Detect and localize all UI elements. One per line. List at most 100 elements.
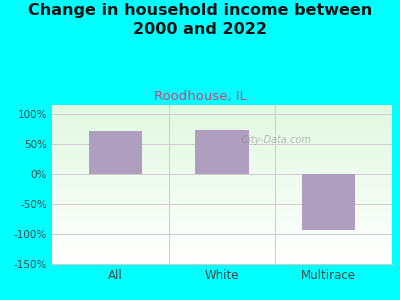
Bar <box>52 164 392 165</box>
Bar <box>52 240 392 242</box>
Bar <box>52 165 392 167</box>
Bar <box>52 236 392 237</box>
Bar <box>52 188 392 189</box>
Bar <box>52 245 392 247</box>
Bar <box>52 194 392 196</box>
Bar <box>302 174 355 230</box>
Bar <box>52 170 392 172</box>
Bar <box>52 140 392 142</box>
Bar <box>52 127 392 129</box>
Bar <box>52 191 392 193</box>
Bar <box>52 119 392 121</box>
Bar <box>52 247 392 248</box>
Bar <box>52 145 392 146</box>
Bar <box>52 213 392 215</box>
Bar <box>52 180 392 181</box>
Text: Change in household income between
2000 and 2022: Change in household income between 2000 … <box>28 3 372 37</box>
Bar <box>52 173 392 175</box>
Bar <box>52 237 392 238</box>
Bar <box>52 207 392 208</box>
Bar <box>52 169 392 170</box>
Bar <box>52 156 392 158</box>
Bar <box>52 221 392 223</box>
Text: City-Data.com: City-Data.com <box>235 135 311 145</box>
Bar <box>52 143 392 145</box>
Bar <box>52 248 392 250</box>
Text: Roodhouse, IL: Roodhouse, IL <box>154 90 246 103</box>
Bar <box>52 178 392 180</box>
Bar <box>52 105 392 106</box>
Bar <box>52 111 392 113</box>
Bar <box>52 122 392 124</box>
Bar <box>52 118 392 119</box>
Bar <box>52 204 392 205</box>
Bar <box>52 121 392 122</box>
Bar <box>52 242 392 243</box>
Bar <box>52 108 392 110</box>
Bar <box>52 124 392 126</box>
Bar <box>52 126 392 127</box>
Bar <box>52 259 392 261</box>
Bar <box>52 261 392 262</box>
Bar <box>52 130 392 132</box>
Bar <box>52 158 392 159</box>
Bar <box>52 137 392 138</box>
Bar <box>52 134 392 135</box>
Bar <box>52 238 392 240</box>
Bar <box>52 154 392 156</box>
Bar <box>52 193 392 194</box>
Bar <box>52 142 392 143</box>
Bar <box>52 115 392 116</box>
Bar <box>52 212 392 213</box>
Bar <box>52 253 392 254</box>
Bar <box>196 130 248 174</box>
Bar <box>52 167 392 169</box>
Bar <box>52 220 392 221</box>
Bar <box>52 153 392 154</box>
Bar <box>52 189 392 191</box>
Bar <box>52 186 392 188</box>
Bar <box>52 159 392 161</box>
Bar <box>52 148 392 149</box>
Bar <box>52 243 392 245</box>
Bar <box>52 176 392 178</box>
Bar <box>52 202 392 204</box>
Bar <box>52 132 392 134</box>
Bar <box>52 161 392 162</box>
Bar <box>52 205 392 207</box>
Bar <box>52 208 392 210</box>
Bar <box>52 256 392 258</box>
Bar <box>52 175 392 176</box>
Bar <box>52 218 392 220</box>
Bar <box>52 199 392 200</box>
Bar <box>52 138 392 140</box>
Bar <box>52 149 392 151</box>
Bar <box>52 184 392 186</box>
Bar <box>52 146 392 148</box>
Bar <box>52 250 392 251</box>
Bar <box>52 224 392 226</box>
Bar <box>52 129 392 130</box>
Bar <box>52 215 392 216</box>
Bar <box>52 106 392 108</box>
Bar <box>52 232 392 234</box>
Bar <box>52 251 392 253</box>
Bar <box>52 116 392 118</box>
Bar <box>52 135 392 137</box>
Bar <box>52 196 392 197</box>
Bar <box>52 172 392 173</box>
Bar <box>52 223 392 224</box>
Bar <box>52 181 392 183</box>
Bar <box>52 197 392 199</box>
Bar <box>52 231 392 232</box>
Bar <box>52 113 392 115</box>
Bar <box>52 151 392 153</box>
Bar <box>52 254 392 256</box>
Bar <box>52 183 392 184</box>
Bar <box>52 110 392 111</box>
Bar <box>52 210 392 212</box>
Bar <box>52 227 392 229</box>
Bar <box>52 226 392 227</box>
Bar <box>52 229 392 231</box>
Bar <box>52 258 392 259</box>
